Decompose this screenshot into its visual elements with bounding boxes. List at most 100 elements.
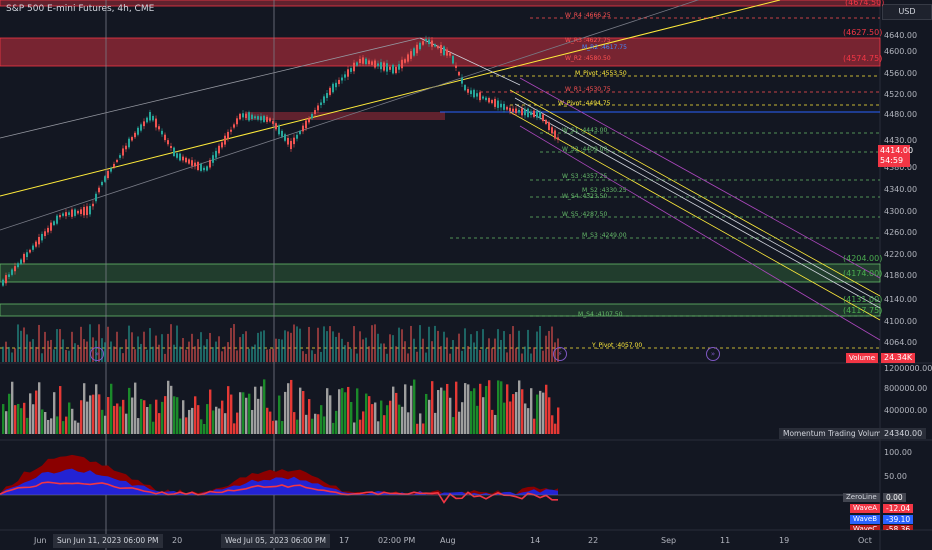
- dividend-marker-icon[interactable]: ⚡: [553, 347, 567, 361]
- volume-bar: [326, 331, 328, 362]
- volume-bar: [158, 344, 160, 362]
- momentum-bar: [479, 383, 482, 434]
- volume-bar: [263, 330, 265, 362]
- candle-body: [398, 64, 400, 70]
- momentum-bar: [335, 410, 338, 434]
- momentum-bar: [128, 387, 131, 434]
- momentum-bar: [371, 404, 374, 434]
- candle-body: [197, 161, 199, 171]
- candle-body: [212, 155, 214, 163]
- descending-channel: [419, 37, 881, 341]
- momentum-bar: [47, 419, 50, 434]
- zone-4204-green: [0, 263, 881, 283]
- candle-body: [218, 145, 220, 154]
- volume-bar: [419, 325, 421, 362]
- candle-body: [545, 119, 547, 124]
- momentum-bar: [446, 383, 449, 434]
- candle-body: [17, 263, 19, 268]
- candle-body: [467, 89, 469, 93]
- momentum-bar: [23, 402, 26, 434]
- candle-body: [164, 134, 166, 141]
- momentum-bar: [374, 402, 377, 434]
- event-marker-icon[interactable]: »: [90, 347, 104, 361]
- currency-button[interactable]: USD: [882, 4, 932, 20]
- momentum-label: Momentum Trading Volume: [779, 428, 890, 439]
- time-tick: 11: [720, 536, 731, 545]
- volume-bar: [353, 326, 355, 362]
- momentum-bar: [137, 418, 140, 434]
- zone-tag: (4131.00): [843, 295, 883, 304]
- candle-body: [119, 155, 121, 158]
- candle-body: [98, 187, 100, 193]
- momentum-bar: [416, 423, 419, 434]
- volume-bar: [230, 327, 232, 362]
- candle-body: [50, 222, 52, 231]
- volume-bar: [176, 325, 178, 362]
- momentum-bar: [134, 382, 137, 434]
- candle-body: [341, 77, 343, 81]
- momentum-bar: [179, 418, 182, 434]
- volume-bar: [179, 346, 181, 362]
- momentum-bar: [497, 380, 500, 434]
- momentum-bar: [377, 421, 380, 434]
- zone-top-red: [0, 0, 881, 7]
- candle-body: [221, 142, 223, 148]
- volume-bar: [368, 346, 370, 362]
- wave-c-label: WaveC: [850, 525, 881, 530]
- volume-bar: [212, 347, 214, 362]
- volume-bar: [137, 336, 139, 362]
- volume-bar: [503, 331, 505, 362]
- momentum-bar: [461, 402, 464, 434]
- momentum-bar: [383, 415, 386, 434]
- momentum-bar: [68, 402, 71, 434]
- volume-bar: [431, 341, 433, 362]
- momentum-bar: [131, 397, 134, 434]
- momentum-bar: [437, 390, 440, 434]
- momentum-bar: [119, 406, 122, 434]
- volume-bar: [479, 349, 481, 362]
- candle-body: [446, 49, 448, 56]
- momentum-bar: [389, 400, 392, 434]
- momentum-bar: [419, 413, 422, 434]
- volume-bar: [407, 353, 409, 362]
- volume-bar: [17, 324, 19, 362]
- price-tick: 4260.00: [884, 228, 918, 237]
- momentum-bar: [506, 384, 509, 434]
- volume-bar: [308, 326, 310, 362]
- candle-body: [290, 140, 292, 150]
- volume-bar: [170, 324, 172, 362]
- volume-bar: [80, 326, 82, 362]
- candle-body: [104, 176, 106, 182]
- volume-bar: [203, 345, 205, 362]
- candle-body: [491, 100, 493, 104]
- candle-body: [74, 209, 76, 216]
- volume-bar: [482, 329, 484, 362]
- candle-body: [227, 131, 229, 139]
- volume-bar: [494, 338, 496, 362]
- volume-bar: [320, 351, 322, 362]
- momentum-bar: [449, 397, 452, 434]
- momentum-bar: [434, 412, 437, 434]
- price-tick: 4100.00: [884, 317, 918, 326]
- momentum-bar: [221, 400, 224, 434]
- symbol-title[interactable]: S&P 500 E-mini Futures, 4h, CME: [6, 4, 155, 14]
- volume-bar: [395, 346, 397, 362]
- price-tick: 4180.00: [884, 271, 918, 280]
- candle-body: [134, 132, 136, 138]
- volume-bar: [422, 338, 424, 362]
- volume-bar: [110, 341, 112, 362]
- candle-body: [128, 138, 130, 148]
- momentum-bar: [338, 389, 341, 434]
- momentum-bar: [161, 401, 164, 434]
- event-marker-icon[interactable]: »: [706, 347, 720, 361]
- momentum-bar: [515, 392, 518, 434]
- volume-bar: [77, 344, 79, 362]
- candle-body: [509, 107, 511, 112]
- candle-body: [2, 279, 4, 286]
- momentum-bar: [242, 392, 245, 434]
- volume-bar: [551, 326, 553, 362]
- volume-bar: [404, 341, 406, 362]
- candle-body: [497, 100, 499, 108]
- momentum-bar: [212, 410, 215, 434]
